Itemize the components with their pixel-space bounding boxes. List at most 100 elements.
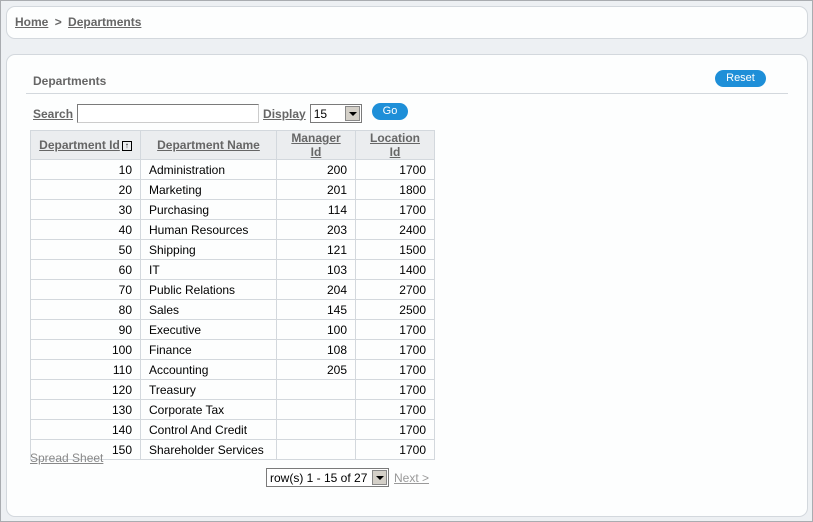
table-row: 10 Administration 200 1700 [30, 159, 435, 180]
column-header-department-id[interactable]: Department Id ↑ [30, 130, 141, 160]
departments-table: Department Id ↑ Department Name Manager I… [30, 130, 435, 460]
cell-department-name: Marketing [140, 179, 277, 200]
cell-department-id: 150 [30, 439, 141, 460]
cell-department-id: 140 [30, 419, 141, 440]
cell-department-name: IT [140, 259, 277, 280]
cell-department-name: Accounting [140, 359, 277, 380]
spreadsheet-link[interactable]: Spread Sheet [30, 451, 104, 465]
cell-department-id: 120 [30, 379, 141, 400]
table-row: 150 Shareholder Services 1700 [30, 439, 435, 460]
display-select[interactable]: 15 [309, 104, 362, 123]
chevron-down-icon[interactable] [344, 106, 360, 121]
cell-department-name: Executive [140, 319, 277, 340]
divider [26, 93, 788, 94]
cell-manager-id: 201 [276, 179, 356, 200]
cell-location-id: 1700 [355, 159, 435, 180]
cell-department-id: 90 [30, 319, 141, 340]
cell-department-name: Human Resources [140, 219, 277, 240]
cell-department-name: Public Relations [140, 279, 277, 300]
table-row: 20 Marketing 201 1800 [30, 179, 435, 200]
column-header-department-name[interactable]: Department Name [140, 130, 277, 160]
cell-department-id: 20 [30, 179, 141, 200]
table-row: 110 Accounting 205 1700 [30, 359, 435, 380]
cell-location-id: 1700 [355, 319, 435, 340]
table-row: 70 Public Relations 204 2700 [30, 279, 435, 300]
cell-location-id: 1700 [355, 399, 435, 420]
header-label: Department Id [39, 138, 120, 152]
cell-department-id: 10 [30, 159, 141, 180]
cell-department-id: 40 [30, 219, 141, 240]
cell-department-name: Shareholder Services [140, 439, 277, 460]
cell-manager-id: 108 [276, 339, 356, 360]
pagination-select[interactable]: row(s) 1 - 15 of 27 [266, 468, 389, 487]
cell-manager-id [276, 399, 356, 420]
sort-ascending-icon[interactable]: ↑ [121, 141, 132, 151]
cell-location-id: 1700 [355, 419, 435, 440]
go-button[interactable]: Go [372, 103, 408, 120]
departments-region: Departments Reset Search Display 15 Go D… [6, 54, 808, 517]
display-value: 15 [313, 106, 328, 121]
table-row: 80 Sales 145 2500 [30, 299, 435, 320]
display-label[interactable]: Display [263, 106, 306, 121]
cell-department-name: Corporate Tax [140, 399, 277, 420]
region-title: Departments [33, 74, 107, 88]
cell-location-id: 2500 [355, 299, 435, 320]
table-row: 120 Treasury 1700 [30, 379, 435, 400]
next-page-link[interactable]: Next > [394, 471, 430, 485]
cell-department-id: 70 [30, 279, 141, 300]
cell-department-id: 30 [30, 199, 141, 220]
table-row: 30 Purchasing 114 1700 [30, 199, 435, 220]
cell-department-id: 100 [30, 339, 141, 360]
table-row: 100 Finance 108 1700 [30, 339, 435, 360]
cell-location-id: 1700 [355, 359, 435, 380]
cell-department-name: Administration [140, 159, 277, 180]
cell-manager-id [276, 379, 356, 400]
breadcrumb-home-link[interactable]: Home [15, 15, 49, 29]
cell-location-id: 1700 [355, 199, 435, 220]
table-row: 60 IT 103 1400 [30, 259, 435, 280]
cell-department-name: Sales [140, 299, 277, 320]
cell-manager-id: 100 [276, 319, 356, 340]
cell-manager-id: 145 [276, 299, 356, 320]
table-row: 50 Shipping 121 1500 [30, 239, 435, 260]
cell-location-id: 2400 [355, 219, 435, 240]
cell-manager-id [276, 419, 356, 440]
table-row: 140 Control And Credit 1700 [30, 419, 435, 440]
cell-department-id: 80 [30, 299, 141, 320]
cell-location-id: 1500 [355, 239, 435, 260]
cell-location-id: 1700 [355, 339, 435, 360]
cell-location-id: 1400 [355, 259, 435, 280]
cell-department-id: 60 [30, 259, 141, 280]
cell-manager-id [276, 439, 356, 460]
search-bar: Search Display 15 [33, 104, 362, 123]
breadcrumb-departments-link[interactable]: Departments [68, 15, 142, 29]
search-label[interactable]: Search [33, 106, 74, 121]
column-header-location-id[interactable]: Location Id [355, 130, 435, 160]
cell-manager-id: 200 [276, 159, 356, 180]
table-row: 90 Executive 100 1700 [30, 319, 435, 340]
breadcrumb: Home > Departments [6, 6, 808, 39]
cell-department-name: Control And Credit [140, 419, 277, 440]
cell-location-id: 1700 [355, 439, 435, 460]
cell-location-id: 2700 [355, 279, 435, 300]
cell-location-id: 1700 [355, 379, 435, 400]
table-row: 130 Corporate Tax 1700 [30, 399, 435, 420]
table-row: 40 Human Resources 203 2400 [30, 219, 435, 240]
column-header-manager-id[interactable]: Manager Id [276, 130, 356, 160]
cell-manager-id: 114 [276, 199, 356, 220]
breadcrumb-separator: > [54, 15, 62, 29]
reset-button[interactable]: Reset [715, 70, 766, 87]
cell-department-name: Shipping [140, 239, 277, 260]
pagination-value: row(s) 1 - 15 of 27 [270, 470, 368, 485]
chevron-down-icon[interactable] [372, 470, 387, 485]
cell-manager-id: 121 [276, 239, 356, 260]
cell-department-id: 50 [30, 239, 141, 260]
cell-department-id: 110 [30, 359, 141, 380]
cell-department-name: Purchasing [140, 199, 277, 220]
cell-manager-id: 204 [276, 279, 356, 300]
cell-department-name: Finance [140, 339, 277, 360]
cell-manager-id: 203 [276, 219, 356, 240]
cell-manager-id: 205 [276, 359, 356, 380]
search-input[interactable] [77, 104, 260, 123]
cell-location-id: 1800 [355, 179, 435, 200]
